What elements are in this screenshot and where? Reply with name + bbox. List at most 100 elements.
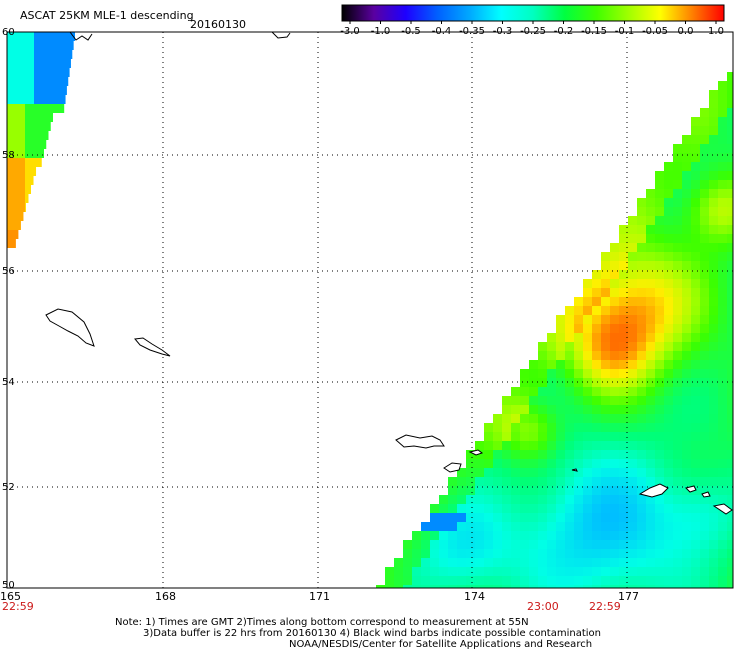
swath-cell [646,207,655,216]
swath-cell [718,423,727,432]
swath-cell [709,387,718,396]
swath-cell [556,531,565,540]
swath-cell [16,41,25,50]
island-small-4 [701,491,711,498]
swath-cell [727,144,733,153]
swath-cell [520,504,529,513]
swath-cell [718,144,727,153]
swath-cell [727,225,733,234]
swath-cell [475,513,484,522]
swath-cell [511,486,520,495]
swath-cell [43,122,51,131]
swath-cell [511,576,520,585]
swath-cell [529,423,538,432]
swath-cell [646,531,655,540]
swath-cell [619,360,628,369]
swath-cell [475,567,484,576]
swath-cell [538,585,547,588]
swath-cell [565,468,574,477]
swath-cell [709,495,718,504]
swath-cell [709,585,718,588]
swath-cell [484,486,493,495]
swath-cell [574,414,583,423]
swath-cell [538,405,547,414]
swath-cell [727,549,733,558]
swath-cell [664,261,673,270]
swath-cell [646,459,655,468]
swath-cell [628,477,637,486]
swath-cell [583,288,592,297]
swath-cell [556,441,565,450]
swath-cell [610,450,619,459]
swath-cell [430,540,439,549]
swath-cell [529,567,538,576]
swath-cell [484,549,493,558]
swath-cell [691,387,700,396]
swath-cell [556,387,565,396]
swath-cell [673,441,682,450]
lon-label-165: 165 [0,590,21,603]
swath-cell [727,90,733,99]
swath-cell [502,567,511,576]
swath-cell [700,486,709,495]
swath-cell [520,558,529,567]
swath-cell [583,477,592,486]
swath-cell [385,576,394,585]
swath-cell [664,207,673,216]
swath-cell [583,540,592,549]
swath-cell [439,540,448,549]
swath-cell [16,212,24,221]
swath-cell [682,387,691,396]
swath-cell [385,585,394,588]
swath-cell [673,306,682,315]
swath-cell [664,549,673,558]
swath-cell [34,113,43,122]
swath-cell [583,486,592,495]
swath-cell [574,423,583,432]
swath-cell [691,504,700,513]
swath-cell [637,243,646,252]
swath-cell [664,333,673,342]
swath-cell [61,68,70,77]
swath-cell [565,540,574,549]
swath-cell [457,585,466,588]
swath-cell [610,405,619,414]
swath-cell [628,216,637,225]
swath-cell [682,513,691,522]
swath-cell [727,333,733,342]
swath-cell [466,567,475,576]
swath-cell [475,549,484,558]
swath-cell [646,450,655,459]
swath-cell [673,234,682,243]
swath-cell [664,198,673,207]
swath-cell [610,423,619,432]
swath-cell [727,360,733,369]
swath-cell [592,405,601,414]
swath-cell [421,567,430,576]
swath-cell [484,576,493,585]
swath-cell [709,252,718,261]
swath-cell [583,423,592,432]
swath-cell [709,117,718,126]
swath-cell [727,243,733,252]
swath-cell [430,585,439,588]
swath-cell [466,576,475,585]
swath-cell [547,468,556,477]
swath-cell [7,113,16,122]
swath-cell [655,567,664,576]
swath-cell [646,243,655,252]
swath-cell [700,117,709,126]
swath-cell [529,495,538,504]
swath-cell [448,558,457,567]
swath-cell [592,576,601,585]
swath-cell [619,585,628,588]
swath-cell [556,396,565,405]
swath-cell [709,540,718,549]
swath-cell [691,189,700,198]
swath-cell [655,207,664,216]
swath-cell [16,86,25,95]
swath-cell [709,90,718,99]
swath-cell [727,432,733,441]
swath-cell [700,306,709,315]
swath-cell [700,261,709,270]
